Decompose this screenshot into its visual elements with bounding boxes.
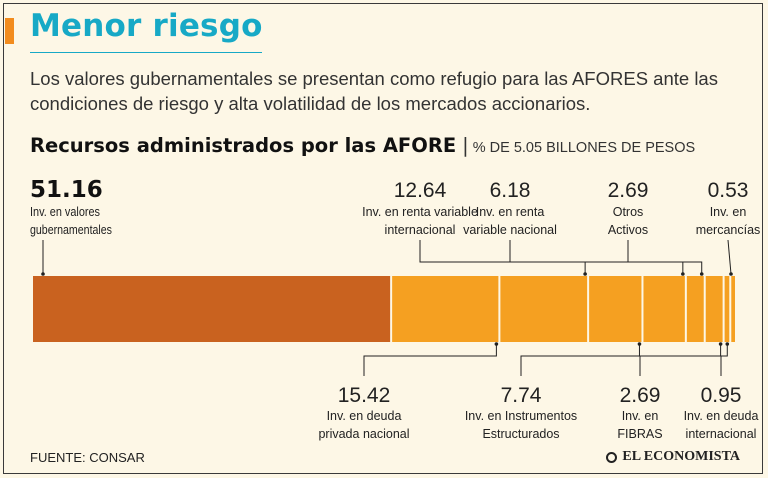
leader-dot-otros-activos [699, 272, 704, 276]
leader-line-inv-en-instrumentos-estructurados [520, 344, 640, 376]
category-label-inv-en-mercancias-line2: mercancías [696, 223, 761, 237]
leader-line-otros-activos [627, 240, 703, 274]
category-label-inv-en-deuda-privada-nacional-line1: Inv. en deuda [327, 409, 402, 423]
value-label-inv-en-mercancias: 0.53 [708, 179, 749, 202]
bar-segment-otros-activos [686, 276, 704, 342]
category-label-otros-activos-line1: Otros [613, 205, 644, 219]
title-underline [30, 52, 262, 53]
category-label-inv-en-renta-variable-internacional-line2: internacional [385, 223, 456, 237]
leader-dot-inv-en-deuda-privada-nacional [494, 342, 499, 346]
value-label-inv-en-renta-variable-nacional: 6.18 [490, 179, 531, 202]
category-label-inv-en-renta-variable-nacional-line2: variable nacional [463, 223, 557, 237]
bar-segment-inv-en-fibras [705, 276, 723, 342]
source-note: FUENTE: CONSAR [30, 450, 145, 465]
category-label-otros-activos-line2: Activos [608, 223, 648, 237]
value-label-inv-en-fibras: 2.69 [620, 384, 661, 407]
value-label-inv-en-instrumentos-estructurados: 7.74 [501, 384, 542, 407]
category-label-inv-en-valores-gubernamentales-line2: gubernamentales [30, 223, 112, 237]
brand-name: EL ECONOMISTA [622, 449, 740, 464]
category-label-inv-en-fibras-line1: Inv. en [622, 409, 659, 423]
chart-unit: % DE 5.05 BILLONES DE PESOS [472, 140, 696, 156]
leader-dot-inv-en-deuda-internacional [725, 342, 730, 346]
leader-line-inv-en-renta-variable-internacional [419, 240, 586, 274]
leader-dot-inv-en-valores-gubernamentales [41, 272, 45, 276]
category-label-inv-en-deuda-privada-nacional-line2: privada nacional [318, 427, 409, 441]
leader-dot-inv-en-fibras [718, 342, 723, 346]
leader-line-inv-en-mercancias [727, 239, 732, 275]
bar-segment-inv-en-deuda-privada-nacional [392, 276, 499, 342]
subtitle: Los valores gubernamentales se presentan… [30, 68, 718, 114]
value-label-inv-en-valores-gubernamentales: 51.16 [30, 177, 103, 203]
leader-dot-inv-en-renta-variable-internacional [583, 272, 587, 276]
category-label-inv-en-instrumentos-estructurados-line1: Inv. en Instrumentos [465, 409, 577, 423]
category-label-inv-en-deuda-internacional-line1: Inv. en deuda [684, 409, 759, 423]
category-label-inv-en-mercancias-line1: Inv. en [710, 205, 747, 219]
page-title: Menor riesgo [30, 8, 263, 44]
chart-title: Recursos administrados por las AFORE [30, 134, 457, 157]
leader-line-inv-en-fibras [639, 344, 722, 376]
value-label-otros-activos: 2.69 [608, 179, 649, 202]
category-label-inv-en-valores-gubernamentales-line1: Inv. en valores [30, 205, 100, 219]
leader-line-inv-en-deuda-internacional [720, 344, 728, 376]
category-label-inv-en-fibras-line2: FIBRAS [617, 427, 662, 441]
category-label-inv-en-instrumentos-estructurados-line2: Estructurados [482, 427, 559, 441]
category-label-inv-en-renta-variable-internacional-line1: Inv. en renta variable [362, 205, 478, 219]
infographic-frame [3, 3, 763, 474]
heading-separator: | [462, 134, 469, 157]
bar-segment-inv-en-instrumentos-estructurados [589, 276, 642, 342]
bar-segment-inv-en-mercancias [731, 276, 735, 342]
leader-dot-inv-en-renta-variable-nacional [681, 272, 685, 276]
bar-segment-inv-en-deuda-internacional [724, 276, 730, 342]
leader-dot-inv-en-instrumentos-estructurados [637, 342, 642, 346]
brand-logo: EL ECONOMISTA [606, 449, 740, 465]
chart-heading: Recursos administrados por las AFORE |% D… [30, 134, 695, 157]
value-label-inv-en-renta-variable-internacional: 12.64 [394, 179, 447, 202]
leader-line-inv-en-deuda-privada-nacional [363, 344, 497, 376]
brand-mark-icon [606, 451, 618, 463]
category-label-inv-en-deuda-internacional-line2: internacional [686, 427, 757, 441]
category-label-inv-en-renta-variable-nacional-line1: Inv. en renta [476, 205, 545, 219]
leader-dot-inv-en-mercancias [729, 272, 733, 276]
bar-segment-inv-en-renta-variable-internacional [500, 276, 588, 342]
bar-segment-inv-en-renta-variable-nacional [643, 276, 685, 342]
bar-segment-inv-en-valores-gubernamentales [33, 276, 391, 342]
title-accent-bar [5, 18, 14, 44]
value-label-inv-en-deuda-internacional: 0.95 [701, 384, 742, 407]
value-label-inv-en-deuda-privada-nacional: 15.42 [338, 384, 391, 407]
leader-line-inv-en-renta-variable-nacional [509, 240, 684, 274]
